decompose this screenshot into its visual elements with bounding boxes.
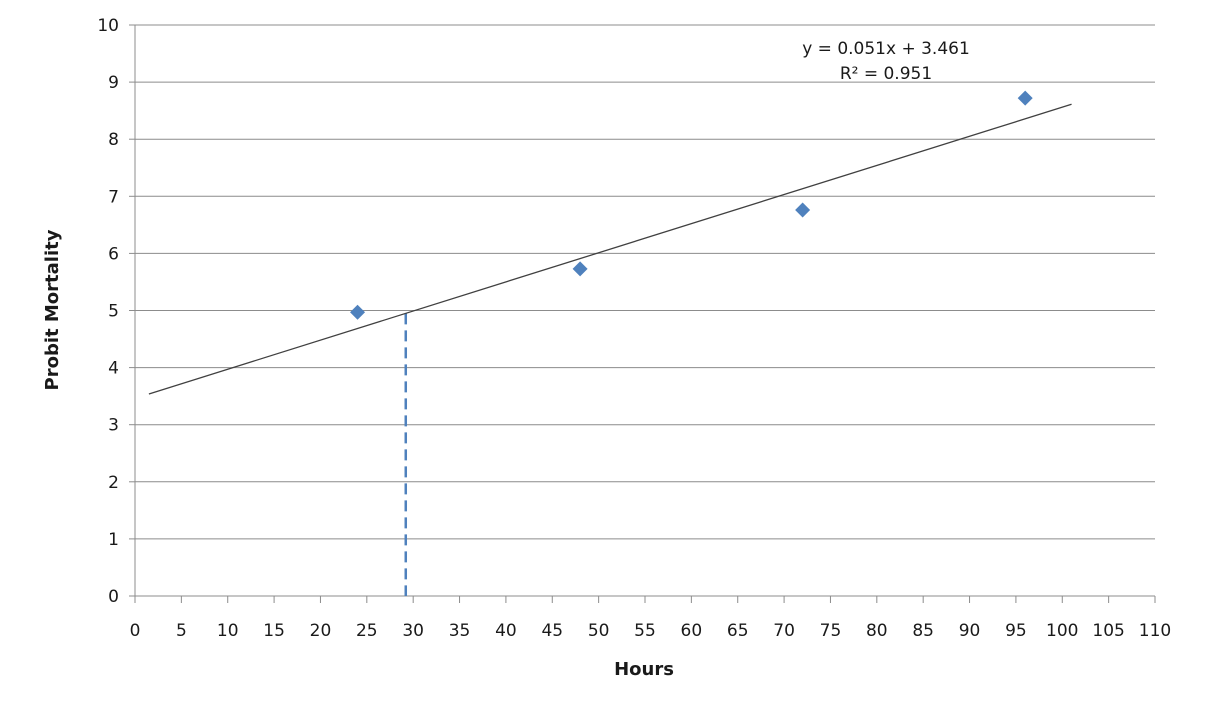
y-tick-label: 10	[97, 16, 119, 36]
y-tick-label: 2	[108, 473, 119, 493]
x-tick-label: 55	[634, 621, 656, 641]
x-tick-label: 10	[217, 621, 239, 641]
point-layer	[350, 90, 1033, 320]
x-tick-label: 30	[402, 621, 424, 641]
x-tick-label: 0	[130, 621, 141, 641]
data-point-marker	[795, 202, 811, 218]
x-tick-label: 110	[1139, 621, 1171, 641]
x-tick-label: 90	[959, 621, 981, 641]
trendline-layer	[148, 103, 1072, 395]
y-tick-label: 7	[108, 187, 119, 207]
x-tick-label: 5	[176, 621, 187, 641]
x-tick-label: 100	[1046, 621, 1078, 641]
x-tick-label: 95	[1005, 621, 1027, 641]
x-tick-label: 70	[773, 621, 795, 641]
y-tick-label: 8	[108, 130, 119, 150]
x-tick-label: 65	[727, 621, 749, 641]
y-tick-label: 6	[108, 244, 119, 264]
y-axis-title: Probit Mortality	[42, 229, 63, 390]
x-tick-label: 25	[356, 621, 378, 641]
y-tick-label: 1	[108, 530, 119, 550]
trendline-equation: y = 0.051x + 3.461	[802, 39, 970, 59]
x-tick-label: 35	[449, 621, 471, 641]
x-axis-title: Hours	[614, 659, 674, 680]
y-tick-label: 9	[108, 73, 119, 93]
x-tick-label: 45	[541, 621, 563, 641]
trendline-r2: R² = 0.951	[840, 64, 932, 84]
x-tick-label: 15	[263, 621, 285, 641]
x-tick-label: 85	[912, 621, 934, 641]
trendline	[148, 103, 1072, 395]
x-tick-label: 80	[866, 621, 888, 641]
y-tick-label: 4	[108, 359, 119, 379]
x-tick-label: 20	[310, 621, 332, 641]
x-tick-label: 75	[820, 621, 842, 641]
x-tick-label: 60	[681, 621, 703, 641]
y-tick-label: 3	[108, 416, 119, 436]
data-point-marker	[1017, 90, 1033, 106]
data-point-marker	[350, 304, 366, 320]
x-tick-label: 50	[588, 621, 610, 641]
data-point-marker	[572, 261, 588, 277]
x-tick-label: 40	[495, 621, 517, 641]
y-tick-label: 0	[108, 587, 119, 607]
y-tick-label: 5	[108, 302, 119, 322]
grid-layer	[135, 24, 1155, 540]
x-tick-label: 105	[1092, 621, 1124, 641]
